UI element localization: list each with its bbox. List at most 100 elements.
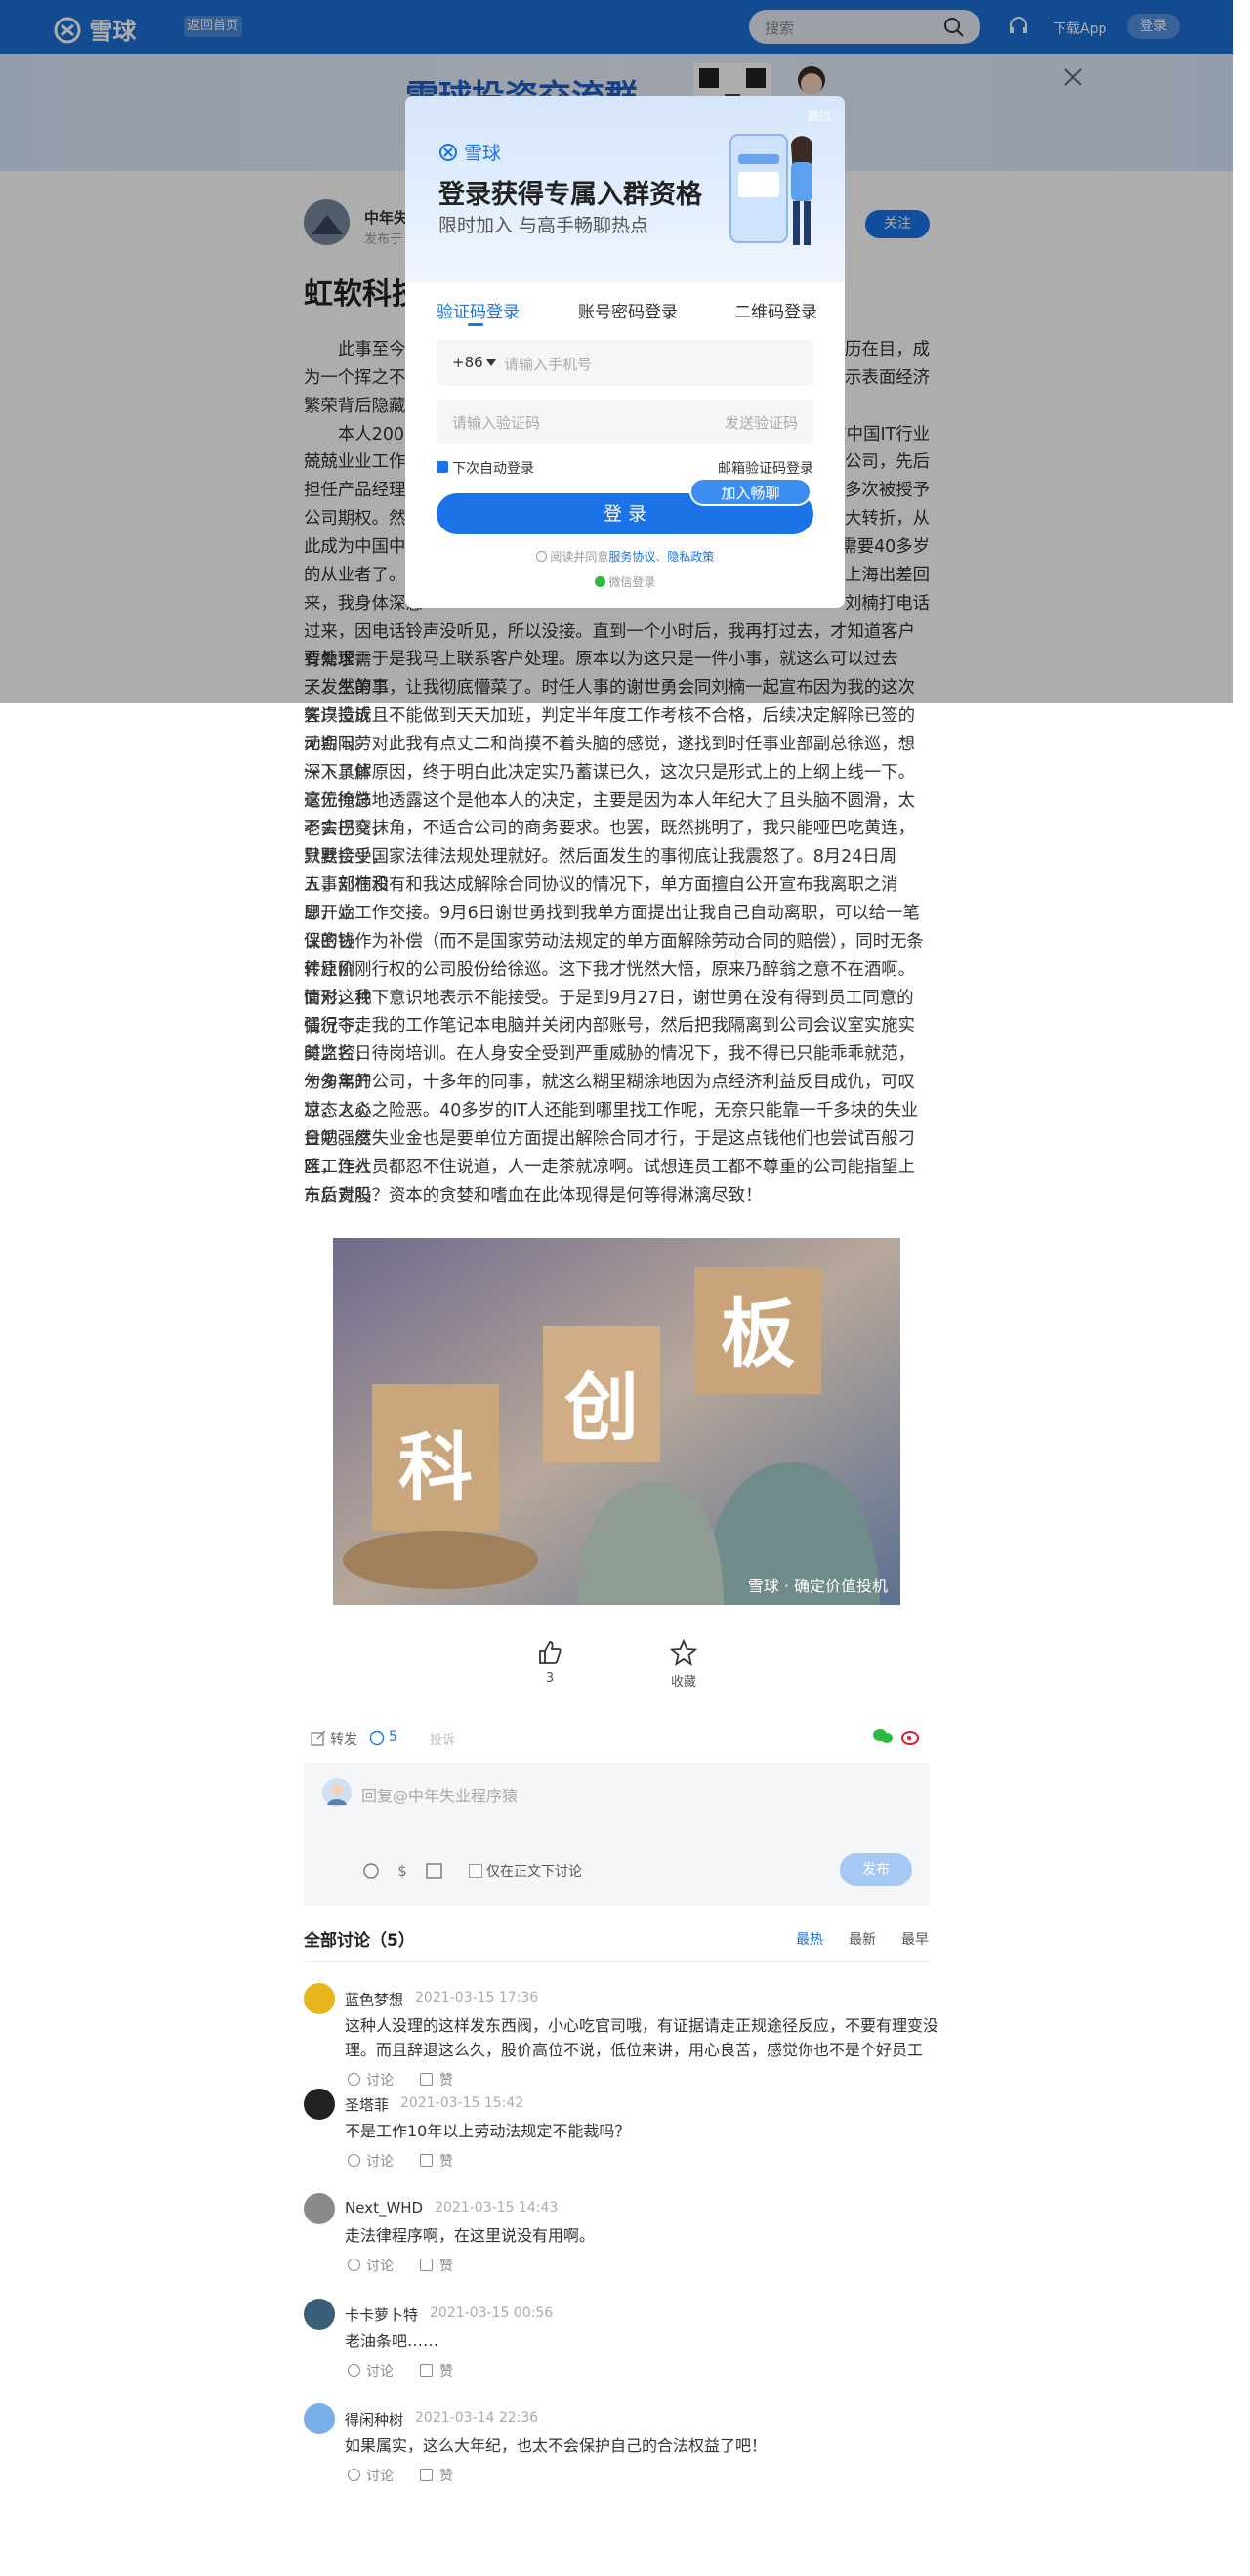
nav-bar — [0, 0, 1233, 54]
phone-input[interactable]: +86 请输入手机号 — [437, 340, 813, 386]
text: 揭示表面经济 — [827, 367, 930, 388]
wechat-login[interactable]: 微信登录 — [405, 573, 845, 590]
code-input[interactable]: 请输入验证码 发送验证码 — [437, 400, 813, 443]
text-line: 情形，我下意识地表示不能接受。于是到9月27日，谢世勇在没有得到员工同意的情况下… — [304, 985, 930, 1036]
text-line: 议的钱作为补偿（而不是国家劳动法规定的单方面解除劳动合同的赔偿），同时无条件原价 — [304, 928, 930, 980]
text: 历历在目，成 — [827, 340, 930, 359]
auto-login-checkbox[interactable] — [437, 461, 448, 473]
skip-link[interactable]: 跳过 — [808, 109, 832, 123]
comment-avatar — [304, 2193, 335, 2225]
comment-user[interactable]: 蓝色梦想 — [345, 1991, 404, 2008]
login-modal: 跳过 雪球 登录获得专属入群资格 限时加入 与高手畅聊热点 验证码登录 账号密码… — [405, 96, 845, 608]
agree-radio[interactable] — [535, 551, 547, 562]
search-box[interactable]: 搜索 — [749, 10, 980, 44]
login-tab[interactable]: 账号密码登录 — [578, 303, 678, 322]
repost-icon — [311, 1730, 326, 1746]
modal-logo-icon — [439, 144, 457, 161]
text: 软公司，先后 — [827, 452, 930, 473]
like-link[interactable]: 赞 — [439, 2259, 453, 2275]
favorite-icon[interactable] — [670, 1639, 697, 1667]
email-login-link[interactable]: 邮箱验证码登录 — [718, 461, 813, 477]
only-here-label: 仅在正文下讨论 — [486, 1864, 582, 1879]
text-line: 担任产品经理、 多次被授予 — [304, 477, 930, 505]
login-tab[interactable]: 验证码登录 — [437, 303, 520, 322]
text: 上海出差回 — [845, 565, 930, 585]
join-badge-text: 加入畅聊 — [721, 485, 780, 502]
country-code[interactable]: +86 — [452, 354, 483, 371]
text: 需要40多岁 — [840, 536, 930, 557]
comment-user[interactable]: Next_WHD — [345, 2199, 424, 2217]
reply-placeholder[interactable]: 回复@中年失业程序猿 — [361, 1787, 519, 1805]
like-icon — [420, 2153, 433, 2167]
wechat-text: 微信登录 — [608, 575, 656, 589]
publish-button[interactable]: 发布 — [840, 1853, 912, 1886]
repost-link[interactable]: 转发 — [330, 1732, 357, 1748]
auto-login-label: 下次自动登录 — [452, 461, 534, 477]
only-here-checkbox[interactable] — [469, 1864, 482, 1878]
login-button[interactable]: 登录 — [1127, 14, 1180, 39]
like-link[interactable]: 赞 — [439, 2073, 453, 2089]
text-line: 转让刚刚行权的公司股份给徐巡。这下我才恍然大悟，原来乃醉翁之意不在酒啊。面对这种 — [304, 956, 930, 1008]
send-code[interactable]: 发送验证码 — [724, 414, 798, 432]
text: 即开始工作交接。9月6日谢世勇找到我单方面提出让我自己自动离职，可以给一笔保密协 — [304, 904, 920, 951]
text-line: 过来，因电话铃声没听见，所以没接。直到一个小时后，我再打过去，才知道客户有需求需 — [304, 618, 930, 670]
modal-title: 登录获得专属入群资格 — [438, 180, 702, 210]
comment-time: 2021-03-14 22:36 — [415, 2410, 539, 2427]
like-link[interactable]: 赞 — [439, 2153, 453, 2170]
text: 一下具体原因，终于明白此决定实乃蓄谋已久，这次只是形式上的上纲上线一下。这位徐总 — [304, 762, 916, 811]
comment-time: 2021-03-15 14:43 — [435, 2200, 559, 2217]
back-button[interactable]: 返回首页 — [184, 16, 242, 37]
privacy-link[interactable]: 隐私政策 — [667, 550, 715, 564]
image-watermark: 雪球 · 确定价值投机 — [748, 1577, 888, 1595]
text: 区工作人员都忍不住说道，人一走茶就凉啊。试想连员工都不尊重的公司能指望上市后对股 — [304, 1157, 916, 1205]
comment-user[interactable]: 得闲种树 — [345, 2411, 404, 2429]
download-link[interactable]: 下载App — [1053, 21, 1107, 37]
sort-tab[interactable]: 最早 — [901, 1932, 929, 1948]
text-line: 此事至今已 历历在目，成 — [304, 336, 930, 364]
follow-button[interactable]: 关注 — [865, 210, 930, 238]
text: 繁荣背后隐藏的 — [304, 396, 423, 416]
service-icon[interactable] — [1007, 15, 1030, 38]
like-link[interactable]: 赞 — [439, 2363, 453, 2380]
comment-user[interactable]: 圣塔菲 — [345, 2095, 390, 2114]
comment-avatar — [304, 1983, 335, 2014]
like-icon — [420, 2259, 433, 2272]
comment-text: 如果属实，这么大年纪，也太不会保护自己的合法权益了吧！ — [345, 2436, 768, 2456]
text-line: 十多年的公司，十多年的同事，就这么糊里糊涂地因为点经济利益反目成仇，可叹世态之炎 — [304, 1069, 930, 1120]
modal-illustration — [729, 134, 812, 245]
text: 情形，我下意识地表示不能接受。于是到9月27日，谢世勇在没有得到员工同意的情况下… — [304, 988, 914, 1036]
reply-icon — [348, 2073, 360, 2086]
like-link[interactable]: 赞 — [439, 2469, 453, 2485]
comment-user[interactable]: 卡卡萝卜特 — [345, 2305, 419, 2324]
image-char: 板 — [721, 1290, 795, 1377]
search-placeholder: 搜索 — [765, 20, 795, 37]
comment-count[interactable]: 5 — [389, 1729, 397, 1745]
comment-time: 2021-03-15 00:56 — [430, 2304, 554, 2321]
text: 毫无掩饰地透露这个是他本人的决定，主要是因为本人年纪大了且头脑不圆滑，太老实巴交… — [304, 790, 916, 839]
service-link[interactable]: 服务协议 — [608, 550, 656, 564]
svg-text:$: $ — [397, 1862, 407, 1879]
logo[interactable]: 雪球 — [54, 12, 136, 46]
publish-text: 发布 — [862, 1862, 890, 1878]
wechat-share[interactable] — [872, 1727, 894, 1745]
text-line: 要处理，于是我马上联系客户处理。原本以为这只是一件小事，就这么可以过去了，然第二 — [304, 646, 930, 697]
reply-link[interactable]: 讨论 — [366, 2469, 394, 2485]
reply-link[interactable]: 讨论 — [366, 2363, 394, 2380]
text: 在中国IT行业 — [829, 424, 930, 444]
reply-link[interactable]: 讨论 — [366, 2073, 394, 2089]
login-tab[interactable]: 二维码登录 — [734, 303, 817, 322]
wechat-icon — [594, 576, 605, 587]
reply-link[interactable]: 讨论 — [366, 2259, 394, 2275]
sort-tab[interactable]: 最新 — [849, 1932, 876, 1948]
sort-tab[interactable]: 最热 — [796, 1932, 823, 1948]
banner-close[interactable] — [1062, 66, 1084, 88]
like-icon — [420, 2469, 433, 2482]
text-line: 繁荣背后隐藏的 — [304, 393, 930, 421]
weibo-share[interactable] — [900, 1727, 922, 1745]
like-icon[interactable] — [536, 1639, 563, 1667]
report-link[interactable]: 投诉 — [430, 1733, 456, 1748]
reply-link[interactable]: 讨论 — [366, 2153, 394, 2170]
tab-underline — [468, 323, 483, 326]
reply-tools[interactable]: $ — [361, 1861, 449, 1880]
